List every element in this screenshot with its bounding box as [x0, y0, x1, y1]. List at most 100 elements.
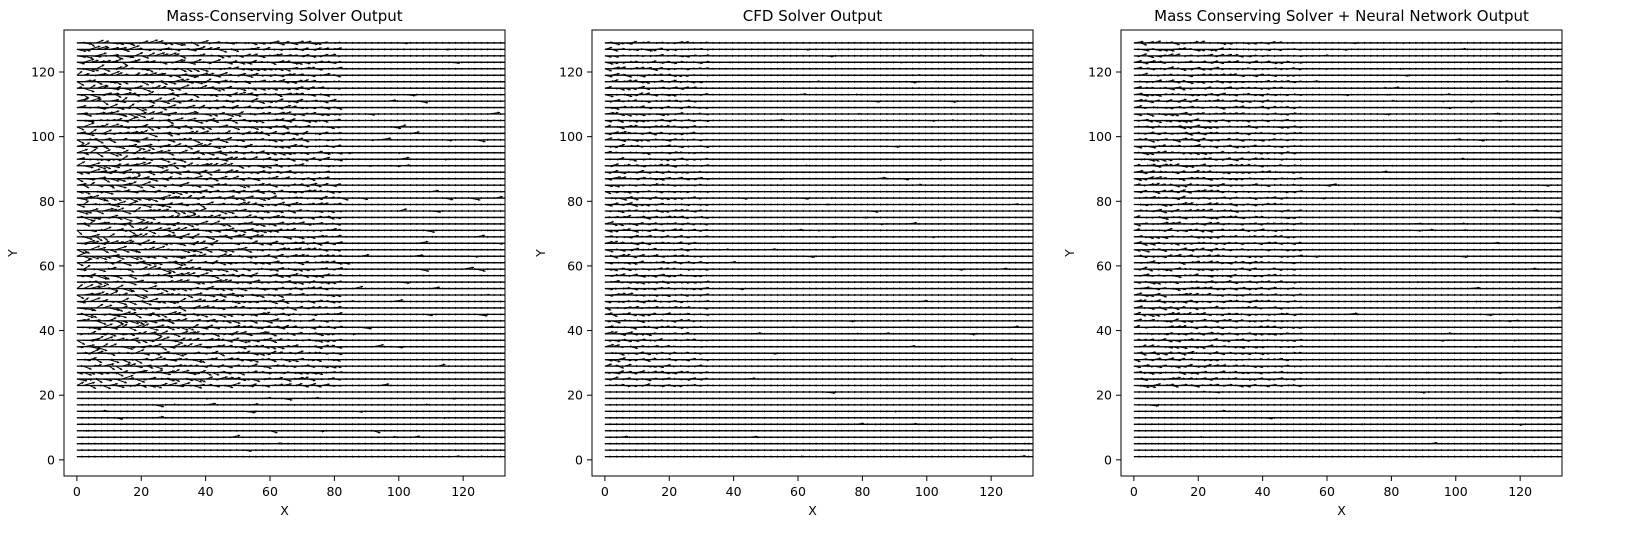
quiver-arrowhead [403, 319, 406, 323]
quiver-arrowhead [313, 448, 316, 452]
quiver-arrowhead [261, 390, 265, 394]
quiver-arrowhead [81, 442, 84, 445]
quiver-arrowhead [507, 294, 509, 296]
quiver-arrowhead [274, 435, 278, 439]
quiver-arrowhead [333, 339, 336, 343]
quiver-arrowhead [390, 410, 393, 413]
quiver-arrowhead [467, 403, 471, 407]
quiver-arrowhead [124, 315, 127, 319]
quiver-arrowhead [487, 397, 490, 400]
quiver-arrowhead [268, 325, 271, 328]
quiver-arrowhead [410, 435, 413, 439]
quiver-arrowhead [493, 313, 496, 316]
quiver-arrowhead [165, 455, 168, 458]
quiver-arrowhead [390, 423, 393, 426]
quiver-arrowhead [358, 448, 361, 452]
quiver-arrowhead [280, 319, 283, 323]
quiver-arrowhead [442, 363, 446, 366]
quiver-arrowhead [268, 403, 271, 407]
quiver-arrowhead [358, 351, 361, 355]
quiver-arrowhead [203, 423, 207, 426]
quiver-arrowhead [94, 423, 97, 426]
quiver-arrowhead [138, 340, 141, 344]
quiver-arrowhead [507, 274, 509, 276]
quiver-arrowhead [364, 435, 368, 439]
quiver-arrowhead [281, 403, 284, 407]
quiver-arrowhead [287, 313, 291, 317]
quiver-arrowhead [313, 382, 317, 386]
quiver-arrowhead [435, 435, 439, 439]
quiver-arrowhead [307, 390, 310, 394]
quiver-arrowhead [81, 410, 84, 413]
quiver-arrowhead [364, 364, 368, 368]
quiver-arrowhead [384, 326, 387, 329]
quiver-arrowhead [448, 416, 451, 420]
quiver-arrowhead [133, 308, 137, 311]
quiver-arrowhead [152, 416, 155, 420]
quiver-arrowhead [487, 326, 490, 329]
quiver-arrowhead [429, 390, 432, 394]
quiver-arrowhead [177, 334, 181, 338]
quiver-arrowhead [186, 369, 190, 373]
quiver-arrowhead [80, 333, 83, 336]
quiver-arrowhead [131, 352, 134, 355]
quiver-arrowhead [88, 416, 91, 420]
quiver-arrowhead [184, 353, 187, 356]
quiver-arrowhead [165, 397, 168, 400]
quiver-arrowhead [100, 442, 104, 445]
quiver-arrowhead [236, 337, 240, 340]
quiver-arrowhead [294, 308, 298, 311]
quiver-arrowhead [153, 376, 157, 380]
quiver-arrowhead [313, 435, 316, 439]
quiver-arrowhead [165, 442, 168, 445]
quiver-arrowhead [442, 326, 445, 329]
quiver-arrowhead [384, 403, 387, 407]
quiver-arrowhead [448, 332, 451, 336]
quiver-arrowhead [255, 429, 258, 433]
quiver-arrowhead [130, 347, 134, 351]
quiver-arrowhead [422, 384, 426, 387]
quiver-arrowhead [493, 326, 496, 329]
quiver-arrowhead [487, 416, 490, 420]
quiver-arrowhead [103, 322, 107, 325]
quiver-arrowhead [151, 370, 155, 374]
quiver-arrowhead [390, 403, 393, 407]
quiver-arrowhead [390, 455, 393, 458]
quiver-arrowhead [165, 410, 168, 413]
quiver-arrowhead [410, 455, 413, 458]
quiver-arrowhead [448, 358, 451, 361]
quiver-arrowhead [257, 340, 260, 343]
quiver-arrowhead [126, 423, 130, 426]
quiver-arrowhead [442, 448, 445, 452]
quiver-arrowhead [429, 448, 432, 452]
quiver-arrowhead [397, 423, 400, 426]
quiver-arrowhead [461, 416, 464, 420]
quiver-arrowhead [416, 319, 419, 323]
quiver-arrowhead [142, 380, 145, 383]
quiver-arrowhead [120, 442, 123, 445]
quiver-arrowhead [345, 332, 348, 336]
quiver-arrowhead [480, 358, 484, 361]
quiver-arrowhead [326, 397, 329, 400]
quiver-arrowhead [507, 345, 509, 347]
quiver-arrowhead [352, 403, 355, 407]
quiver-arrowhead [306, 372, 310, 375]
quiver-arrowhead [152, 351, 156, 355]
quiver-arrowhead [352, 371, 355, 374]
quiver-arrowhead [493, 429, 496, 433]
quiver-arrowhead [229, 352, 232, 355]
quiver-arrowhead [403, 313, 406, 316]
quiver-arrowhead [152, 312, 155, 315]
quiver-arrowhead [171, 448, 175, 452]
quiver-arrowhead [422, 455, 426, 458]
quiver-arrowhead [299, 313, 303, 316]
quiver-arrowhead [507, 397, 509, 399]
quiver-arrowhead [480, 345, 484, 348]
quiver-arrowhead [100, 372, 104, 375]
quiver-arrowhead [191, 448, 194, 452]
quiver-arrowhead [157, 314, 161, 318]
quiver-arrowhead [416, 397, 419, 400]
quiver-arrowhead [287, 371, 290, 374]
quiver-arrowhead [461, 435, 464, 439]
quiver-arrowhead [199, 380, 203, 383]
